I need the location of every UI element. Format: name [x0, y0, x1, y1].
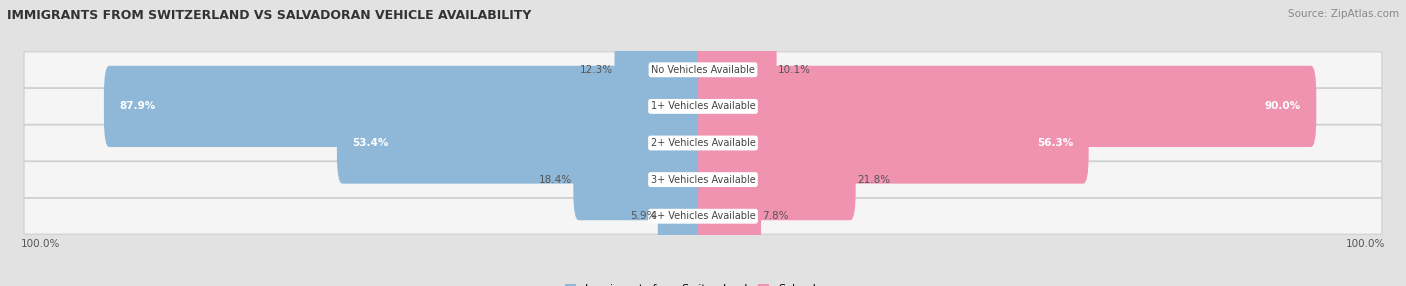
FancyBboxPatch shape [24, 88, 1382, 124]
Text: 87.9%: 87.9% [120, 102, 156, 111]
FancyBboxPatch shape [24, 125, 1382, 161]
FancyBboxPatch shape [24, 52, 1382, 88]
FancyBboxPatch shape [337, 102, 709, 184]
Text: 18.4%: 18.4% [538, 175, 572, 184]
FancyBboxPatch shape [614, 29, 709, 110]
Text: 90.0%: 90.0% [1264, 102, 1301, 111]
Text: 12.3%: 12.3% [581, 65, 613, 75]
FancyBboxPatch shape [24, 162, 1382, 198]
Text: No Vehicles Available: No Vehicles Available [651, 65, 755, 75]
Text: 7.8%: 7.8% [762, 211, 789, 221]
FancyBboxPatch shape [697, 102, 1088, 184]
Text: 53.4%: 53.4% [353, 138, 389, 148]
FancyBboxPatch shape [697, 139, 856, 220]
Text: 21.8%: 21.8% [858, 175, 890, 184]
Text: 3+ Vehicles Available: 3+ Vehicles Available [651, 175, 755, 184]
Text: Source: ZipAtlas.com: Source: ZipAtlas.com [1288, 9, 1399, 19]
FancyBboxPatch shape [574, 139, 709, 220]
Text: 56.3%: 56.3% [1036, 138, 1073, 148]
Text: 100.0%: 100.0% [1346, 239, 1385, 249]
FancyBboxPatch shape [697, 176, 761, 257]
Text: 100.0%: 100.0% [21, 239, 60, 249]
FancyBboxPatch shape [658, 176, 709, 257]
Legend: Immigrants from Switzerland, Salvadoran: Immigrants from Switzerland, Salvadoran [560, 279, 846, 286]
Text: 10.1%: 10.1% [778, 65, 811, 75]
Text: 2+ Vehicles Available: 2+ Vehicles Available [651, 138, 755, 148]
FancyBboxPatch shape [697, 66, 1316, 147]
FancyBboxPatch shape [104, 66, 709, 147]
Text: 1+ Vehicles Available: 1+ Vehicles Available [651, 102, 755, 111]
FancyBboxPatch shape [24, 198, 1382, 234]
Text: 4+ Vehicles Available: 4+ Vehicles Available [651, 211, 755, 221]
Text: IMMIGRANTS FROM SWITZERLAND VS SALVADORAN VEHICLE AVAILABILITY: IMMIGRANTS FROM SWITZERLAND VS SALVADORA… [7, 9, 531, 21]
FancyBboxPatch shape [697, 29, 776, 110]
Text: 5.9%: 5.9% [630, 211, 657, 221]
